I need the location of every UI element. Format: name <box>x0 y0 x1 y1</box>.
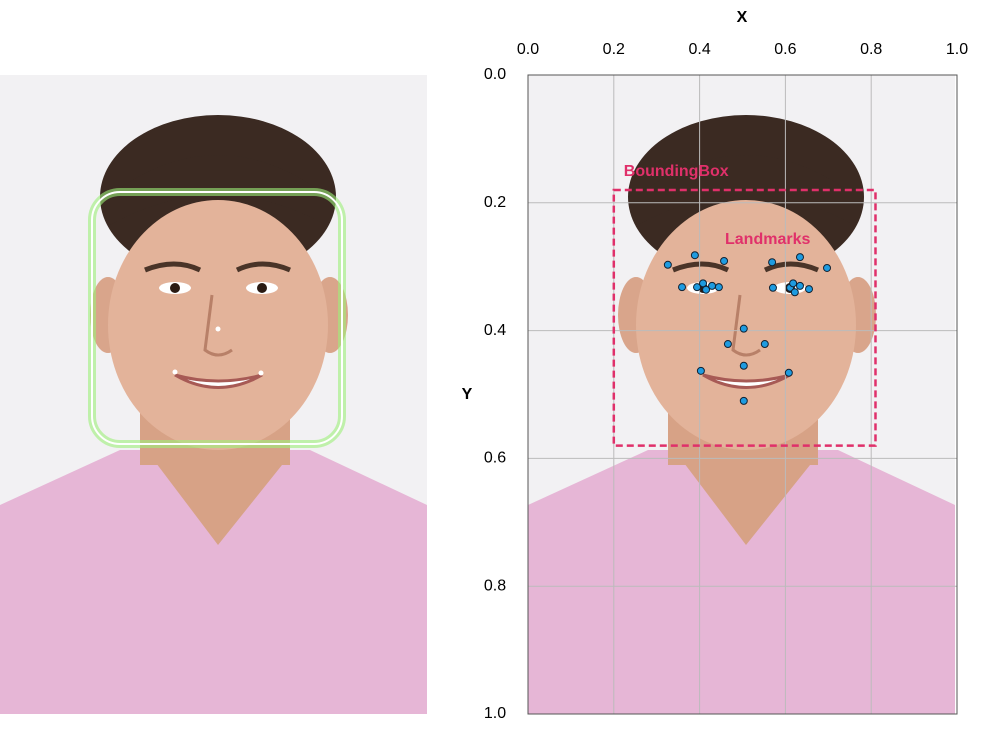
landmark <box>702 285 711 294</box>
y-tick-label: 0.6 <box>484 450 506 467</box>
landmark <box>784 368 793 377</box>
left-photo <box>0 75 427 714</box>
x-tick-label: 0.8 <box>860 41 882 58</box>
bounding-box <box>612 188 877 447</box>
x-axis-label: X <box>737 9 748 26</box>
landmark <box>768 258 777 267</box>
marks: BoundingBox Landmarks <box>612 163 877 447</box>
x-tick-label: 0.2 <box>603 41 625 58</box>
landmark <box>795 281 804 290</box>
x-tick-label: 0.6 <box>774 41 796 58</box>
landmark <box>739 324 748 333</box>
landmark <box>790 288 799 297</box>
y-tick-label: 0.8 <box>484 577 506 594</box>
landmark <box>663 260 672 269</box>
plot-frame <box>527 74 958 715</box>
y-tick-label: 0.0 <box>484 66 506 83</box>
landmark <box>690 251 699 260</box>
landmark <box>693 283 702 292</box>
landmark <box>795 253 804 262</box>
x-tick-label: 0.4 <box>688 41 710 58</box>
left-landmark <box>172 369 178 375</box>
landmark <box>678 283 687 292</box>
landmark <box>739 396 748 405</box>
left-landmark <box>258 370 264 376</box>
right-photo <box>528 75 955 714</box>
y-tick-label: 1.0 <box>484 705 506 722</box>
x-tick-label: 1.0 <box>946 41 968 58</box>
bounding-box-label: BoundingBox <box>624 163 729 180</box>
landmark <box>723 340 732 349</box>
y-tick-label: 0.4 <box>484 322 506 339</box>
y-axis-label: Y <box>462 386 473 403</box>
landmark <box>714 283 723 292</box>
landmark <box>804 285 813 294</box>
landmark <box>823 263 832 272</box>
landmark <box>760 340 769 349</box>
y-tick-label: 0.2 <box>484 194 506 211</box>
detection-box <box>91 191 343 445</box>
landmark <box>720 256 729 265</box>
landmarks-label: Landmarks <box>725 231 810 248</box>
landmark <box>789 279 798 288</box>
landmark <box>768 283 777 292</box>
landmark <box>696 366 705 375</box>
landmark <box>708 281 717 290</box>
x-tick-label: 0.0 <box>517 41 539 58</box>
left-landmark <box>215 326 221 332</box>
landmark <box>699 279 708 288</box>
landmark <box>739 361 748 370</box>
